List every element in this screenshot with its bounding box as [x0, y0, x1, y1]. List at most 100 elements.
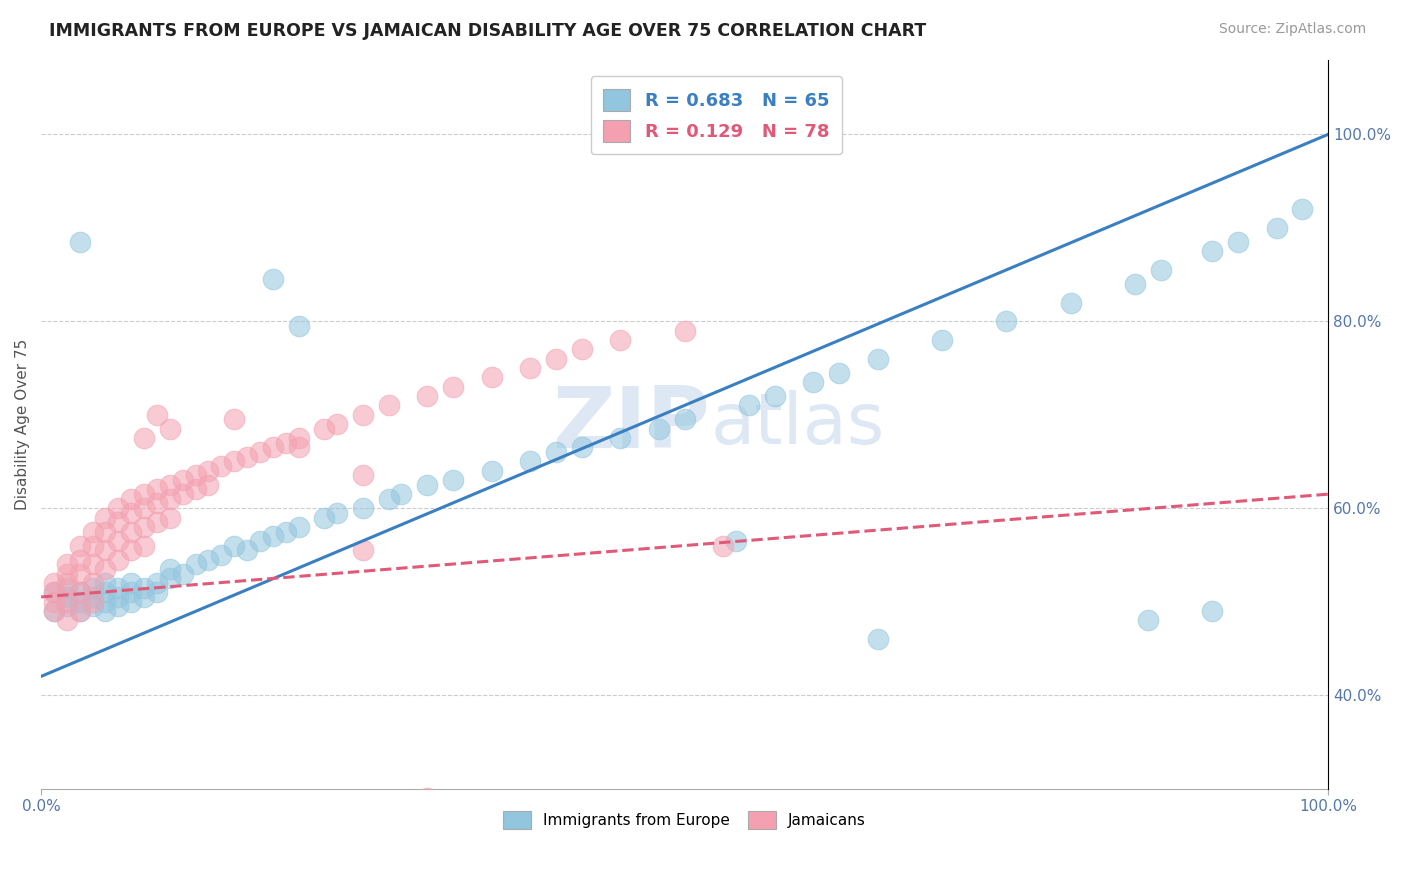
- Point: [146, 515, 169, 529]
- Point: [120, 506, 142, 520]
- Point: [1201, 604, 1223, 618]
- Point: [132, 487, 155, 501]
- Point: [94, 543, 117, 558]
- Point: [56, 599, 79, 614]
- Point: [159, 491, 181, 506]
- Point: [287, 431, 309, 445]
- Point: [159, 478, 181, 492]
- Point: [69, 585, 91, 599]
- Point: [224, 539, 246, 553]
- Point: [1201, 244, 1223, 259]
- Point: [725, 533, 748, 548]
- Point: [224, 454, 246, 468]
- Point: [107, 590, 129, 604]
- Point: [146, 585, 169, 599]
- Point: [184, 468, 207, 483]
- Point: [69, 235, 91, 249]
- Point: [262, 529, 284, 543]
- Point: [120, 576, 142, 591]
- Point: [249, 445, 271, 459]
- Point: [172, 487, 194, 501]
- Point: [56, 566, 79, 581]
- Point: [82, 581, 104, 595]
- Point: [82, 599, 104, 614]
- Point: [94, 524, 117, 539]
- Point: [236, 543, 259, 558]
- Text: IMMIGRANTS FROM EUROPE VS JAMAICAN DISABILITY AGE OVER 75 CORRELATION CHART: IMMIGRANTS FROM EUROPE VS JAMAICAN DISAB…: [49, 22, 927, 40]
- Point: [571, 343, 593, 357]
- Point: [107, 599, 129, 614]
- Point: [82, 524, 104, 539]
- Point: [172, 473, 194, 487]
- Point: [519, 361, 541, 376]
- Point: [132, 581, 155, 595]
- Point: [1136, 613, 1159, 627]
- Point: [648, 422, 671, 436]
- Point: [1227, 235, 1250, 249]
- Point: [94, 510, 117, 524]
- Point: [132, 520, 155, 534]
- Point: [262, 441, 284, 455]
- Point: [326, 506, 349, 520]
- Point: [609, 333, 631, 347]
- Point: [69, 585, 91, 599]
- Point: [236, 450, 259, 464]
- Point: [146, 576, 169, 591]
- Point: [146, 408, 169, 422]
- Point: [69, 539, 91, 553]
- Point: [995, 314, 1018, 328]
- Point: [481, 805, 503, 819]
- Point: [481, 464, 503, 478]
- Point: [544, 351, 567, 366]
- Point: [377, 398, 399, 412]
- Point: [69, 566, 91, 581]
- Point: [82, 558, 104, 572]
- Point: [184, 483, 207, 497]
- Point: [146, 483, 169, 497]
- Point: [42, 604, 65, 618]
- Text: atlas: atlas: [710, 390, 884, 458]
- Point: [120, 543, 142, 558]
- Point: [609, 431, 631, 445]
- Text: ZIP: ZIP: [553, 383, 710, 466]
- Point: [287, 318, 309, 333]
- Point: [42, 585, 65, 599]
- Point: [866, 351, 889, 366]
- Point: [1265, 220, 1288, 235]
- Point: [274, 435, 297, 450]
- Point: [209, 548, 232, 562]
- Point: [519, 454, 541, 468]
- Point: [314, 422, 336, 436]
- Point: [56, 590, 79, 604]
- Point: [107, 501, 129, 516]
- Point: [94, 604, 117, 618]
- Point: [801, 375, 824, 389]
- Point: [571, 441, 593, 455]
- Point: [42, 604, 65, 618]
- Point: [82, 590, 104, 604]
- Point: [352, 543, 374, 558]
- Y-axis label: Disability Age Over 75: Disability Age Over 75: [15, 338, 30, 509]
- Point: [314, 510, 336, 524]
- Point: [120, 594, 142, 608]
- Point: [673, 412, 696, 426]
- Point: [828, 366, 851, 380]
- Point: [82, 594, 104, 608]
- Point: [262, 272, 284, 286]
- Point: [132, 539, 155, 553]
- Point: [352, 501, 374, 516]
- Point: [416, 847, 439, 861]
- Point: [544, 445, 567, 459]
- Point: [42, 576, 65, 591]
- Point: [94, 585, 117, 599]
- Point: [132, 431, 155, 445]
- Point: [1291, 202, 1313, 216]
- Point: [94, 594, 117, 608]
- Point: [352, 408, 374, 422]
- Point: [120, 524, 142, 539]
- Point: [94, 562, 117, 576]
- Point: [224, 412, 246, 426]
- Point: [209, 459, 232, 474]
- Point: [352, 468, 374, 483]
- Point: [120, 491, 142, 506]
